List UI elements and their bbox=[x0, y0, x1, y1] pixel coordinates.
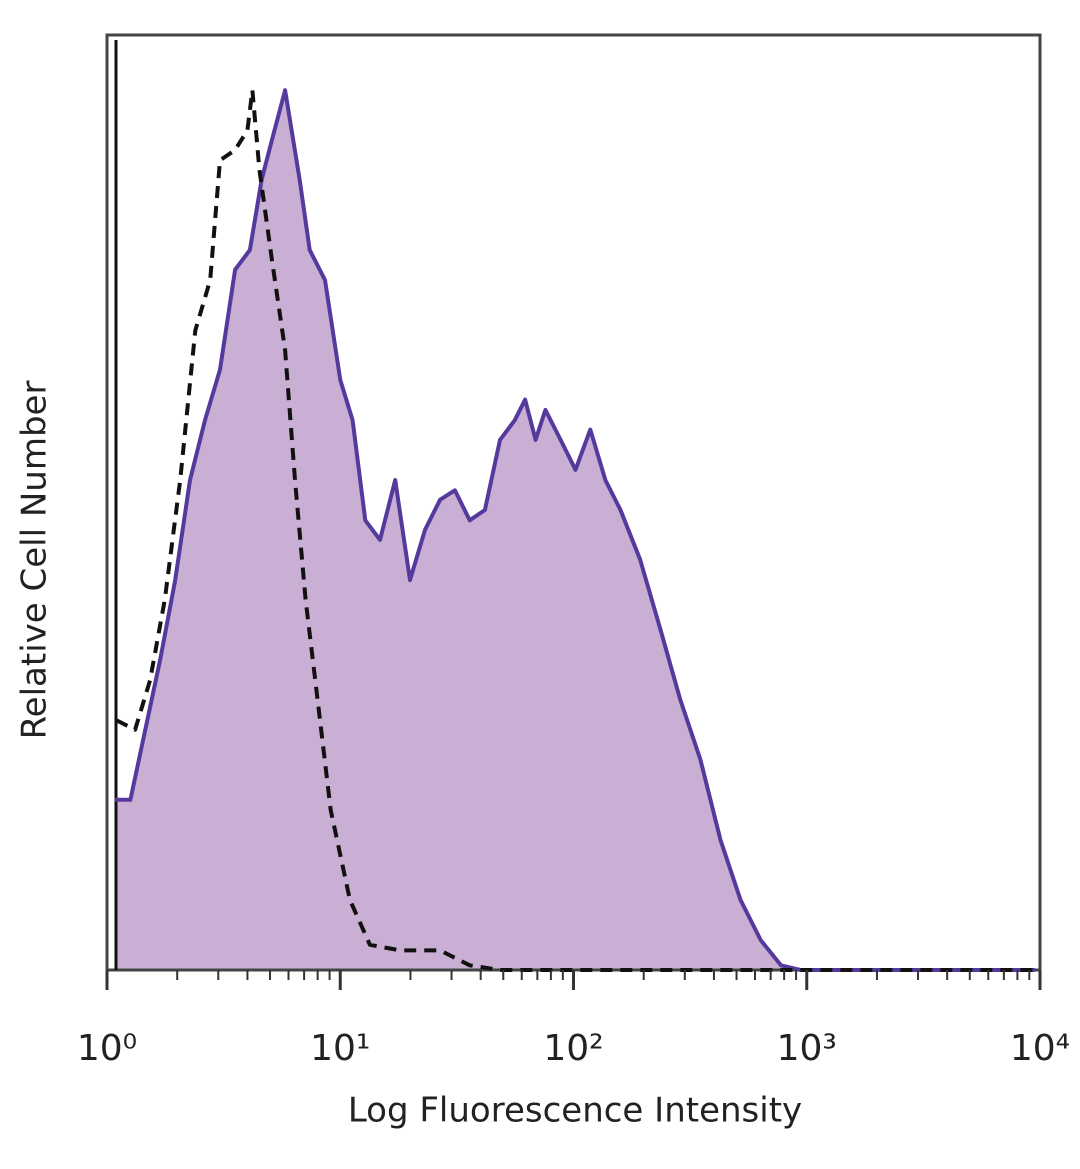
x-tick-label: 10⁰ bbox=[77, 1028, 137, 1069]
histogram-area bbox=[114, 90, 1035, 970]
x-tick-label: 10³ bbox=[777, 1028, 837, 1069]
histogram-line bbox=[114, 88, 1035, 972]
histogram-line bbox=[115, 88, 1035, 972]
x-axis-label: Log Fluorescence Intensity bbox=[348, 1091, 802, 1131]
x-tick-label: 10⁴ bbox=[1010, 1028, 1070, 1069]
y-axis-label: Relative Cell Number bbox=[15, 381, 55, 740]
x-tick-label: 10¹ bbox=[310, 1028, 370, 1069]
x-tick-label: 10² bbox=[543, 1028, 603, 1069]
